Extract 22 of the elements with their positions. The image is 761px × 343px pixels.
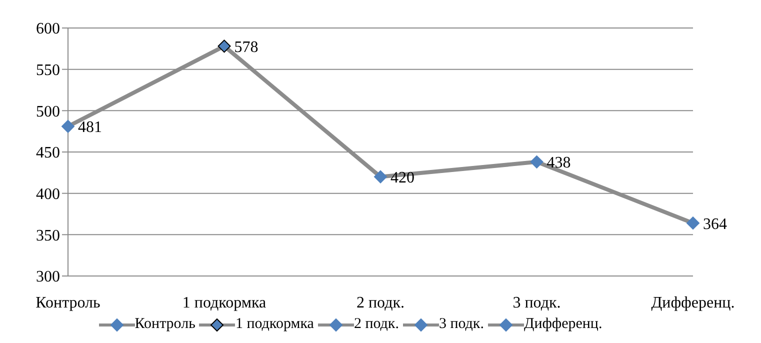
y-tick-label: 300 (36, 268, 60, 286)
x-tick-label: 2 подк. (356, 294, 405, 312)
x-tick-label: Контроль (36, 294, 100, 312)
y-tick-label: 550 (36, 62, 60, 80)
y-tick-label: 350 (36, 227, 60, 244)
y-tick-label: 500 (36, 103, 60, 120)
category-label: Дифференц. (524, 316, 602, 332)
x-tick-label: 3 подк. (512, 294, 561, 312)
x-tick-label: 1 подкормка (182, 294, 266, 312)
data-label: 420 (390, 169, 414, 186)
category-label: 3 подк. (438, 316, 484, 332)
category-label: 1 подкормка (235, 316, 314, 332)
data-label: 364 (703, 216, 727, 233)
x-tick-label: Дифференц. (651, 294, 735, 312)
data-label: 578 (234, 38, 258, 56)
y-tick-label: 400 (36, 186, 60, 204)
data-label: 438 (546, 154, 571, 172)
data-label: 481 (78, 119, 102, 136)
category-label: 2 подк. (354, 316, 399, 332)
y-tick-label: 450 (36, 144, 60, 162)
y-tick-label: 600 (36, 20, 60, 38)
category-label: Контроль (134, 316, 196, 332)
